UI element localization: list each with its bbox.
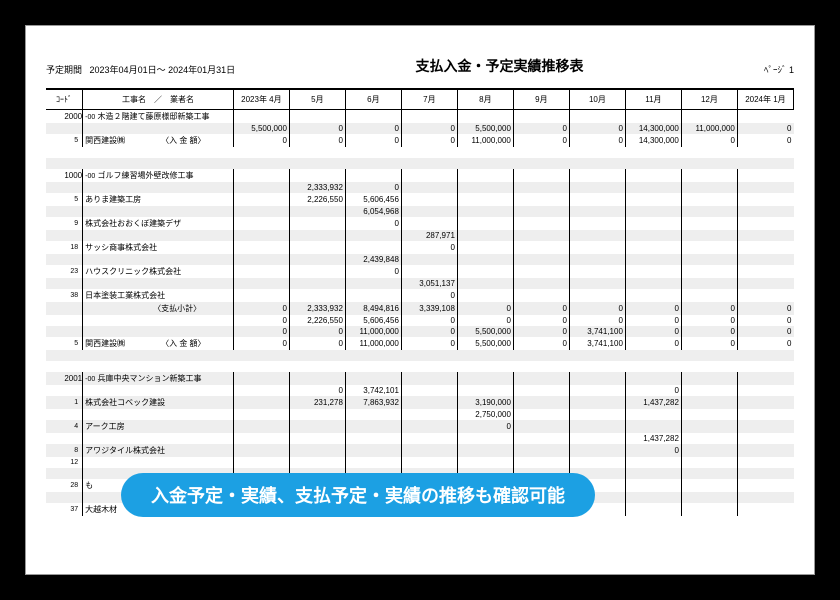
table-row: 1株式会社コベック建設231,2787,863,9323,190,0001,43… — [46, 396, 794, 409]
table-row: 18サッシ商事株式会社0 — [46, 241, 794, 254]
table-row: 02,226,5505,606,4560000000 — [46, 315, 794, 326]
table-row: 8アワジタイル株式会社0 — [46, 444, 794, 457]
table-row — [46, 158, 794, 169]
table-row: 2,439,848 — [46, 254, 794, 265]
period-value: 2023年04月01日～ 2024年01月31日 — [90, 65, 236, 75]
table-row — [46, 361, 794, 372]
table-row: 5ありま建築工房2,226,5505,606,456 — [46, 193, 794, 206]
report-header: 予定期間 2023年04月01日～ 2024年01月31日 支払入金・予定実績推… — [46, 56, 794, 76]
table-row: 9株式会社おおくぼ建築デザ0 — [46, 217, 794, 230]
table-row — [46, 147, 794, 158]
overlay-badge: 入金予定・実績、支払予定・実績の推移も確認可能 — [121, 473, 595, 517]
table-row: 12 — [46, 457, 794, 468]
table-row: 2001-00 兵庫中央マンション新築工事 — [46, 372, 794, 385]
table-row: 1000-00 ゴルフ練習場外壁改修工事 — [46, 169, 794, 182]
table-row: 6,054,968 — [46, 206, 794, 217]
table-row: 3,051,137 — [46, 278, 794, 289]
table-row: 03,742,1010 — [46, 385, 794, 396]
table-header-row: ｺｰﾄﾞ 工事名 ／ 業者名 2023年 4月 5月 6月 7月 8月 9月 1… — [46, 89, 794, 110]
period: 予定期間 2023年04月01日～ 2024年01月31日 — [46, 63, 235, 76]
table-row: 23ハウスクリニック株式会社0 — [46, 265, 794, 278]
table-row: 2000-00 木造２階建て藤原様邸新築工事 — [46, 110, 794, 124]
table-row: 38日本塗装工業株式会社0 — [46, 289, 794, 302]
table-row: 287,971 — [46, 230, 794, 241]
table-row: 0011,000,00005,500,00003,741,100000 — [46, 326, 794, 337]
report-title: 支払入金・予定実績推移表 — [235, 56, 764, 76]
table-row: 5関西建設㈱ 〈入 金 額〉000011,000,0000014,300,000… — [46, 134, 794, 147]
col-name: 工事名 ／ 業者名 — [83, 89, 234, 110]
page-number: ﾍﾟｰｼﾞ 1 — [764, 63, 794, 76]
table-row: 2,750,000 — [46, 409, 794, 420]
period-label: 予定期間 — [46, 65, 82, 75]
table-row: 4アーク工房0 — [46, 420, 794, 433]
table-row: 〈支払小計〉02,333,9328,494,8163,339,108000000 — [46, 302, 794, 315]
report-table: ｺｰﾄﾞ 工事名 ／ 業者名 2023年 4月 5月 6月 7月 8月 9月 1… — [46, 88, 794, 516]
table-row: 2,333,9320 — [46, 182, 794, 193]
col-code: ｺｰﾄﾞ — [46, 89, 83, 110]
report-page: 予定期間 2023年04月01日～ 2024年01月31日 支払入金・予定実績推… — [25, 25, 815, 575]
table-row: 5関西建設㈱ 〈入 金 額〉0011,000,00005,500,00003,7… — [46, 337, 794, 350]
table-row: 1,437,282 — [46, 433, 794, 444]
table-row: 5,500,0000005,500,0000014,300,00011,000,… — [46, 123, 794, 134]
table-row — [46, 350, 794, 361]
